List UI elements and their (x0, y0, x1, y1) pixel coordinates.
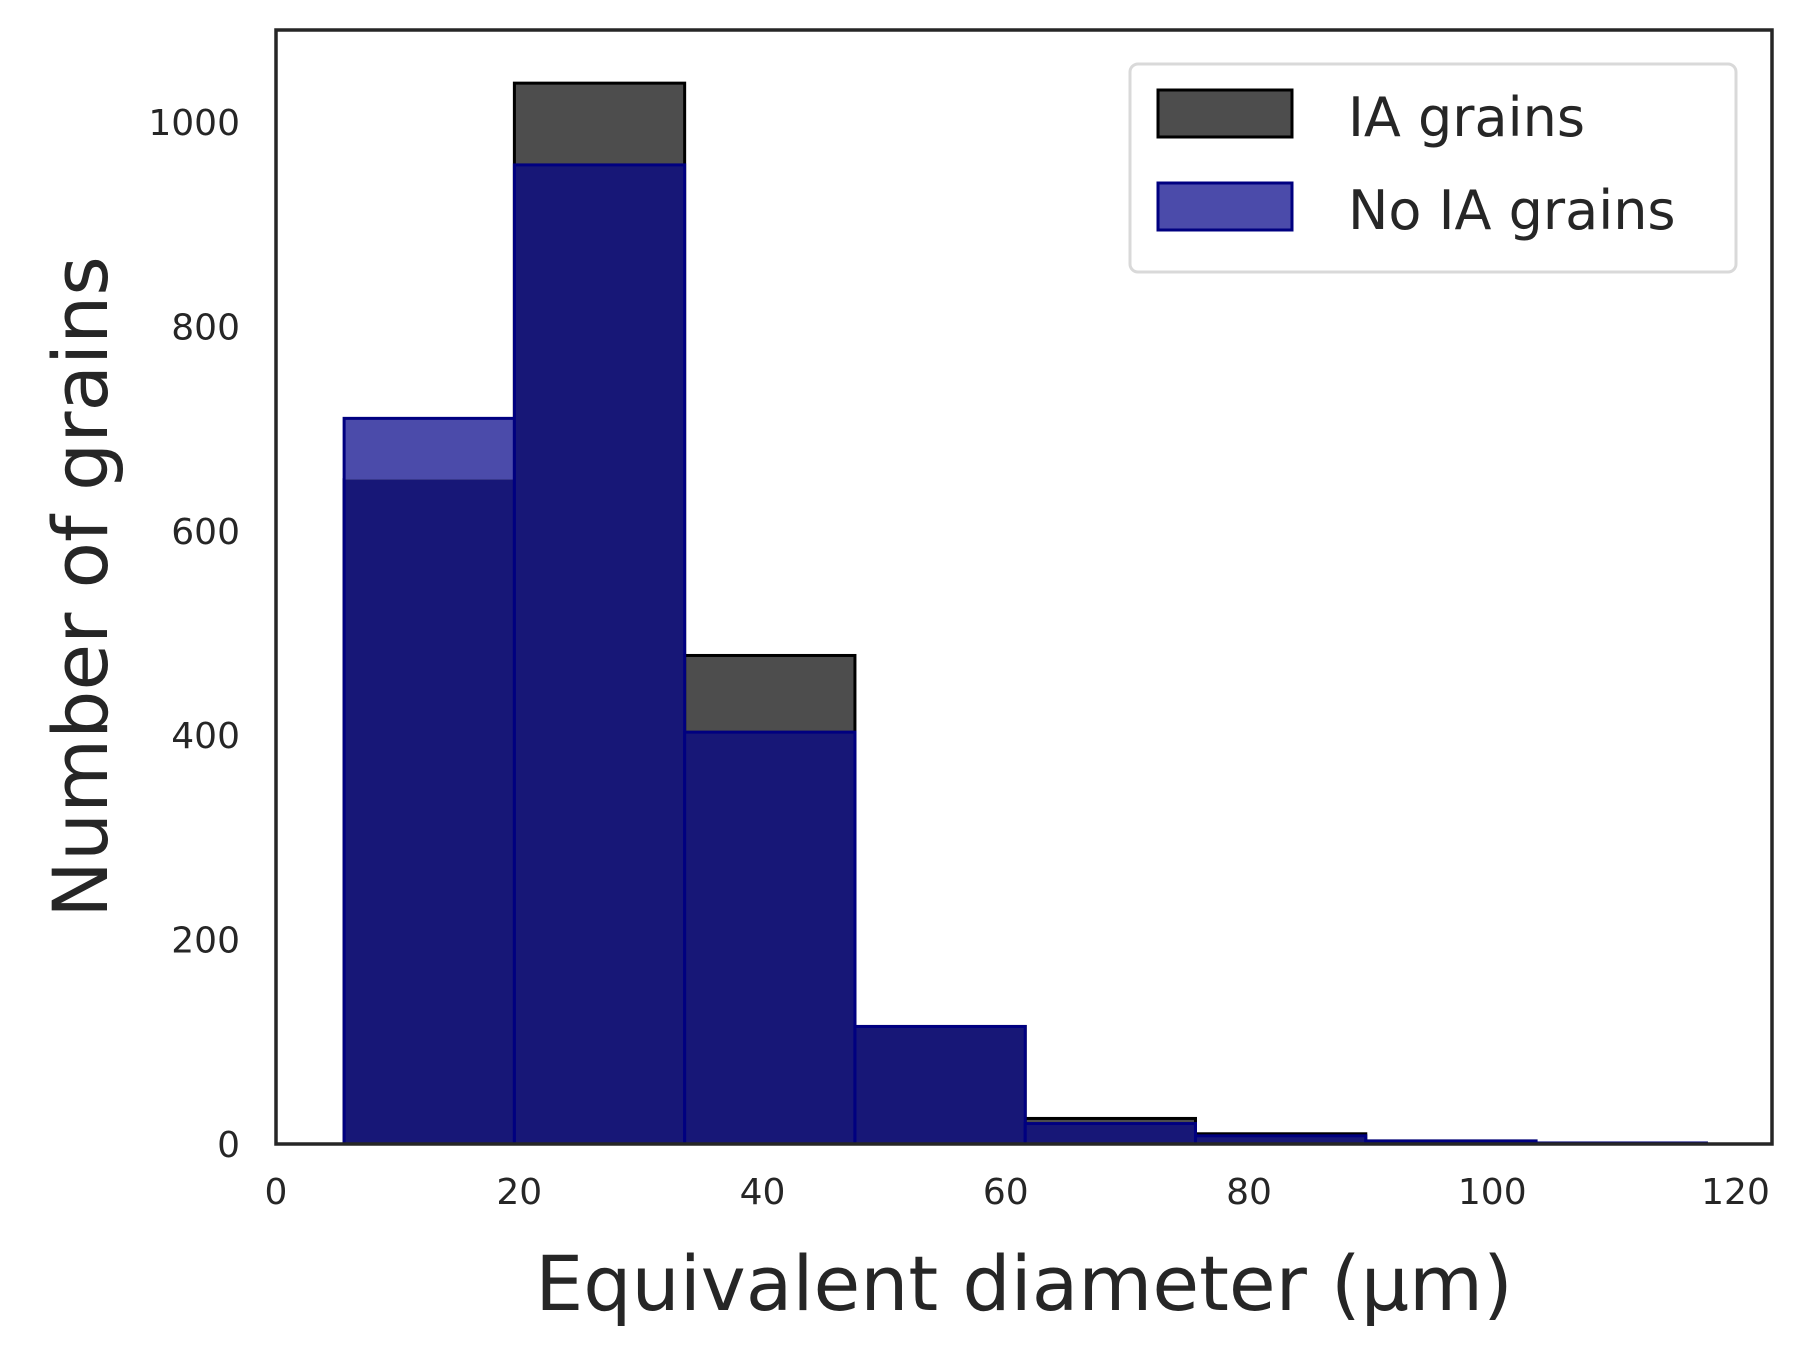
bar-overlap-5 (1195, 1135, 1366, 1144)
legend-swatch-ia-grains (1156, 88, 1294, 139)
x-tick-label-5: 100 (1458, 1172, 1527, 1213)
x-tick-label-1: 20 (496, 1172, 542, 1213)
bar-no-ia-grains-excess-0 (344, 418, 515, 480)
x-tick-label-0: 0 (265, 1172, 288, 1213)
x-tick-label-4: 80 (1226, 1172, 1272, 1213)
x-tick-label-6: 120 (1701, 1172, 1770, 1213)
x-tick-label-3: 60 (983, 1172, 1029, 1213)
legend-label-no-ia-grains: No IA grains (1348, 179, 1676, 242)
legend: IA grains No IA grains (1128, 62, 1738, 274)
bar-overlap-1 (514, 164, 685, 1144)
y-tick-label-2: 400 (171, 716, 240, 757)
legend-label-ia-grains: IA grains (1348, 86, 1585, 149)
y-tick-label-4: 800 (171, 307, 240, 348)
tick-labels: 0 20 40 60 80 100 120 0 200 400 600 800 1000 (148, 103, 1769, 1213)
y-tick-label-1: 200 (171, 921, 240, 962)
bar-overlap-3 (854, 1026, 1026, 1144)
legend-swatch-no-ia-grains (1156, 181, 1294, 232)
bars-layer (342, 81, 1708, 1146)
bar-overlap-0 (344, 479, 515, 1144)
bar-overlap-4 (1025, 1123, 1196, 1144)
y-tick-label-3: 600 (171, 512, 240, 553)
y-axis-label: Number of grains (36, 256, 125, 918)
y-tick-label-0: 0 (217, 1125, 240, 1166)
x-axis-label: Equivalent diameter (μm) (535, 1239, 1512, 1328)
x-tick-label-2: 40 (740, 1172, 786, 1213)
bar-overlap-2 (684, 732, 855, 1144)
plot-frame (274, 28, 1774, 1146)
y-tick-label-5: 1000 (148, 103, 240, 144)
